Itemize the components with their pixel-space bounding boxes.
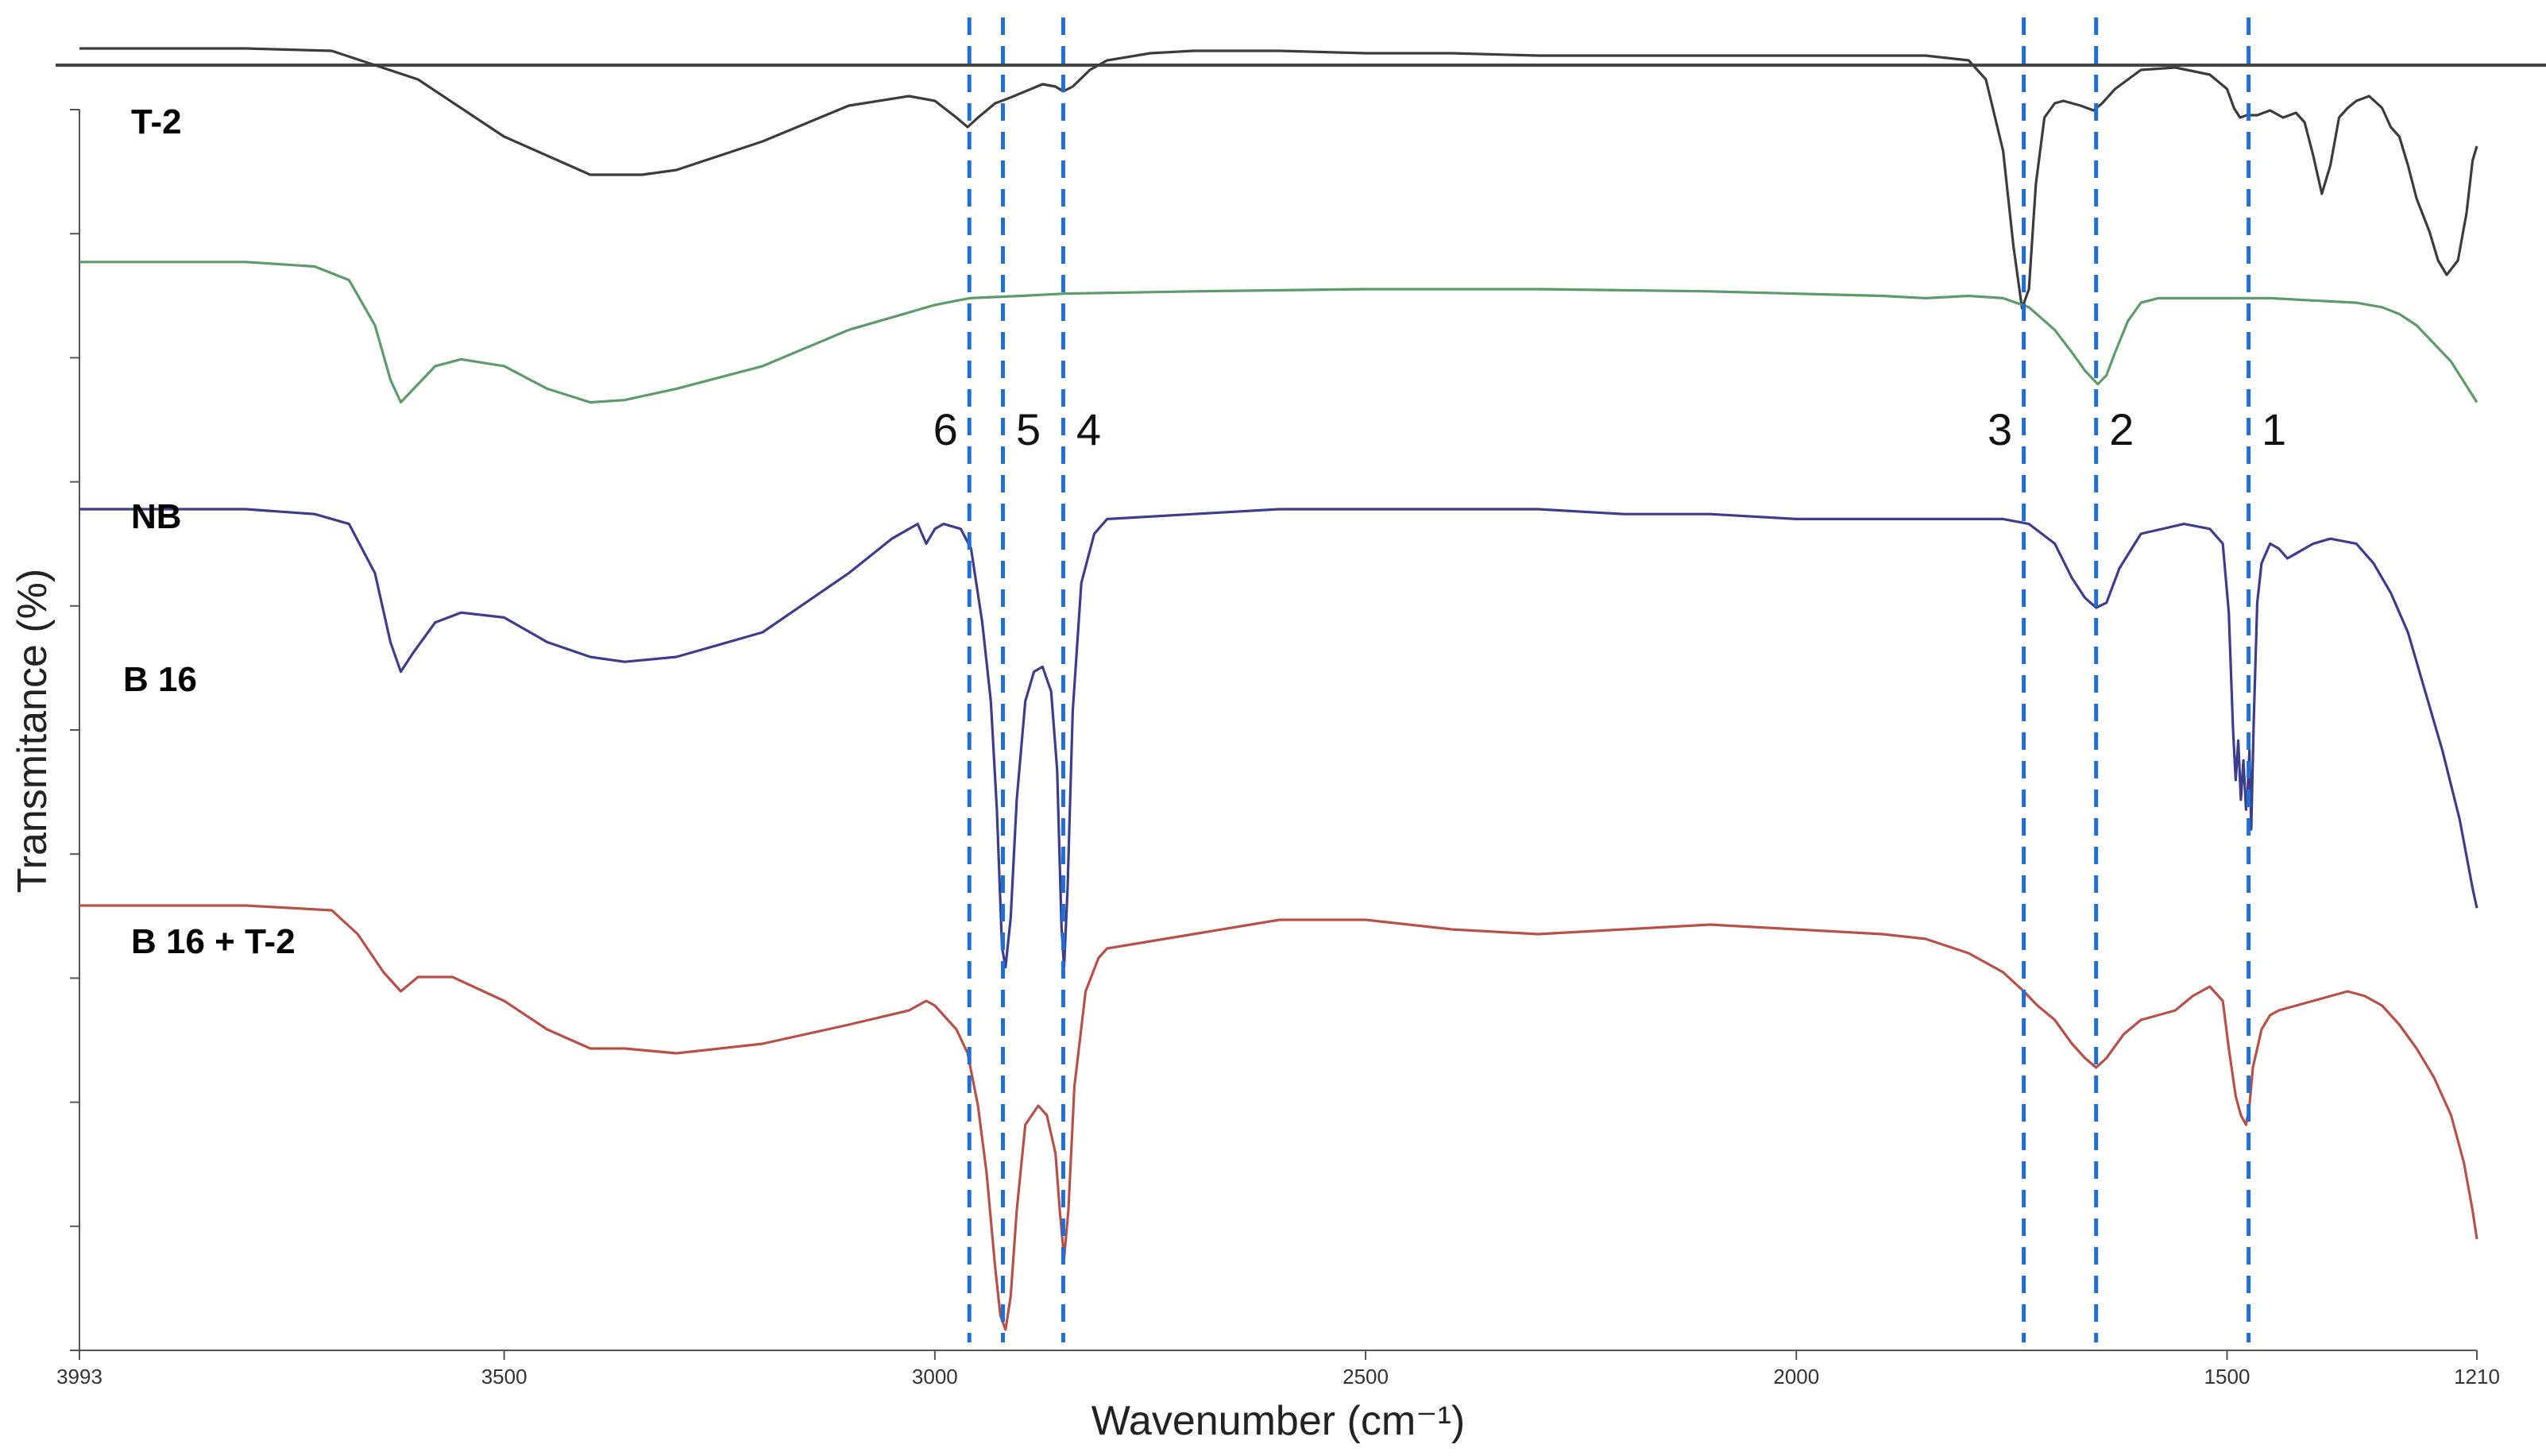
band-marker-label: 1 bbox=[2262, 404, 2286, 454]
series-label: NB bbox=[131, 497, 182, 536]
series-label: B 16 + T-2 bbox=[131, 922, 296, 961]
band-marker-label: 5 bbox=[1016, 404, 1041, 454]
x-tick-label: 1210 bbox=[2454, 1365, 2500, 1388]
x-tick-label: 3500 bbox=[481, 1365, 527, 1388]
x-tick-label: 3000 bbox=[912, 1365, 958, 1388]
series-label: T-2 bbox=[131, 102, 182, 141]
x-tick-label: 2000 bbox=[1773, 1365, 1819, 1388]
series-label-layer: T-2 NB B 16 B 16 + T-2 bbox=[123, 102, 296, 961]
band-marker-label: 4 bbox=[1076, 404, 1101, 454]
series-line-3 bbox=[79, 904, 2478, 1331]
band-marker-label: 3 bbox=[1988, 404, 2012, 454]
band-marker-label: 2 bbox=[2109, 404, 2134, 454]
series-label: B 16 bbox=[123, 660, 197, 699]
series-line-1 bbox=[79, 261, 2478, 404]
series-line-2 bbox=[79, 508, 2478, 969]
band-marker-label: 6 bbox=[933, 404, 958, 454]
x-axis-ticks: 3993 3500 3000 2500 2000 1500 1210 bbox=[56, 1350, 2500, 1388]
x-tick-label: 1500 bbox=[2204, 1365, 2250, 1388]
x-axis-title: Wavenumber (cm⁻¹) bbox=[1091, 1398, 1465, 1444]
y-axis-title: Transmitance (%) bbox=[10, 569, 56, 893]
plot-frame bbox=[79, 110, 2477, 1351]
y-axis-ticks bbox=[70, 109, 79, 1351]
series-line-0 bbox=[79, 47, 2478, 310]
series-layer bbox=[79, 47, 2478, 1331]
x-tick-label: 3993 bbox=[56, 1365, 102, 1388]
x-tick-label: 2500 bbox=[1343, 1365, 1389, 1388]
